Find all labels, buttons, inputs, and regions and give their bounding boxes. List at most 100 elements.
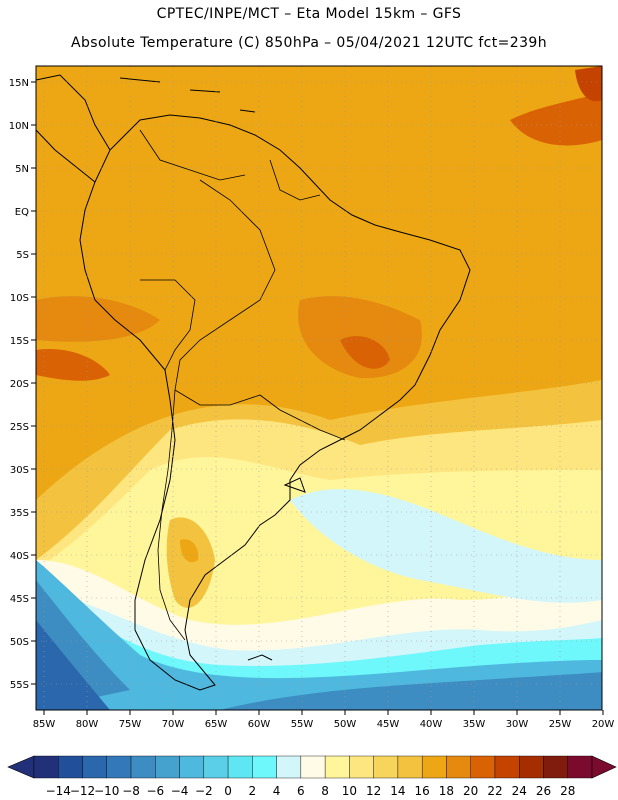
lat-label: 15S bbox=[10, 336, 29, 347]
lat-label: 10S bbox=[10, 293, 29, 304]
colorbar-swatch bbox=[300, 755, 326, 779]
field-hot-northeast-core bbox=[575, 66, 602, 102]
caribbean-islands bbox=[119, 77, 256, 113]
colorbar-label: 28 bbox=[560, 784, 575, 798]
colorbar-swatch bbox=[203, 755, 229, 779]
colorbar-label: 4 bbox=[273, 784, 281, 798]
lon-label: 30W bbox=[506, 719, 529, 730]
lat-label: 20S bbox=[10, 379, 29, 390]
map-title-line-2: Absolute Temperature (C) 850hPa – 05/04/… bbox=[70, 35, 547, 51]
field-hot-highlands bbox=[340, 336, 390, 369]
coastlines bbox=[35, 74, 471, 691]
lat-label: 55S bbox=[10, 680, 29, 691]
colorbar: −14−12−10 −8 −6 −4 −2 0 2 4 6 8 10 12 14 16 18 20 22 24 26… bbox=[7, 755, 617, 798]
lat-label: 25S bbox=[10, 422, 29, 433]
lat-label: 10N bbox=[9, 121, 29, 132]
lon-label: 80W bbox=[76, 719, 99, 730]
border-argentina-chile bbox=[157, 389, 186, 641]
colorbar-swatch bbox=[567, 755, 593, 779]
colorbar-swatch bbox=[421, 755, 447, 779]
lon-label: 35W bbox=[463, 719, 486, 730]
colorbar-swatch bbox=[543, 755, 568, 779]
lat-label: EQ bbox=[15, 207, 29, 218]
lat-label: 5N bbox=[15, 164, 29, 175]
lon-label: 65W bbox=[205, 719, 228, 730]
colorbar-label: 10 bbox=[342, 784, 357, 798]
lon-label: 85W bbox=[33, 719, 56, 730]
colorbar-right-arrow bbox=[591, 755, 617, 779]
field-ice-plume bbox=[290, 489, 602, 603]
central-america-coastline bbox=[35, 74, 111, 183]
colorbar-label: −14 bbox=[46, 784, 71, 798]
border-guianas bbox=[269, 159, 321, 201]
colorbar-label: −8 bbox=[122, 784, 140, 798]
field-warm-west bbox=[36, 296, 160, 342]
lat-label: 40S bbox=[10, 551, 29, 562]
border-colombia-venezuela bbox=[139, 129, 246, 181]
field-pocket-orange bbox=[180, 539, 199, 563]
colorbar-label: −12 bbox=[70, 784, 95, 798]
colorbar-swatch bbox=[130, 755, 156, 779]
colorbar-label: 18 bbox=[439, 784, 454, 798]
colorbar-label: 6 bbox=[297, 784, 305, 798]
lon-label: 60W bbox=[248, 719, 271, 730]
lat-label: 50S bbox=[10, 637, 29, 648]
colorbar-swatch bbox=[252, 755, 277, 779]
colorbar-swatch bbox=[397, 755, 423, 779]
temperature-field bbox=[36, 66, 602, 710]
colorbar-label: 8 bbox=[321, 784, 329, 798]
colorbar-swatch bbox=[324, 755, 350, 779]
border-brazil-west bbox=[174, 179, 346, 441]
colorbar-label: 0 bbox=[224, 784, 232, 798]
lat-label: 45S bbox=[10, 594, 29, 605]
colorbar-swatch bbox=[155, 755, 180, 779]
lon-label: 40W bbox=[420, 719, 443, 730]
lat-label: 15N bbox=[9, 78, 29, 89]
lon-label: 25W bbox=[549, 719, 572, 730]
lat-label: 35S bbox=[10, 508, 29, 519]
border-peru-bolivia bbox=[140, 279, 196, 371]
colorbar-left-arrow bbox=[7, 755, 35, 779]
field-sky bbox=[36, 560, 602, 710]
colorbar-swatch bbox=[179, 755, 205, 779]
colorbar-swatch bbox=[58, 755, 83, 779]
lon-label: 20W bbox=[592, 719, 615, 730]
field-southeast-cool bbox=[220, 672, 602, 710]
colorbar-swatch bbox=[470, 755, 496, 779]
south-america-coastline bbox=[79, 114, 471, 691]
field-cold bbox=[36, 620, 110, 710]
lon-label: 75W bbox=[119, 719, 142, 730]
field-warm-patagonia bbox=[166, 517, 215, 608]
colorbar-label: −4 bbox=[171, 784, 189, 798]
lon-label: 50W bbox=[334, 719, 357, 730]
colorbar-label: 22 bbox=[487, 784, 502, 798]
lon-label: 70W bbox=[162, 719, 185, 730]
colorbar-swatch bbox=[373, 755, 399, 779]
lon-label: 45W bbox=[377, 719, 400, 730]
lon-label: 55W bbox=[291, 719, 314, 730]
colorbar-label: −2 bbox=[195, 784, 213, 798]
colorbar-label: −6 bbox=[146, 784, 164, 798]
colorbar-label: 12 bbox=[366, 784, 381, 798]
colorbar-swatch bbox=[82, 755, 107, 779]
colorbar-swatch bbox=[446, 755, 471, 779]
field-hot-northeast bbox=[510, 92, 602, 146]
falkland-islands bbox=[247, 654, 273, 661]
colorbar-swatch bbox=[494, 755, 520, 779]
latitude-axis: 15N 10N 5N EQ 5S 10S 15S 20S 25S 30S 35S 40S 45S 50S 5… bbox=[9, 78, 36, 691]
colorbar-label: 26 bbox=[536, 784, 551, 798]
colorbar-label: 14 bbox=[390, 784, 405, 798]
field-hot-pacific bbox=[36, 349, 110, 381]
colorbar-label: −10 bbox=[94, 784, 119, 798]
colorbar-swatch bbox=[33, 755, 59, 779]
lat-label: 5S bbox=[16, 250, 29, 261]
colorbar-swatch bbox=[519, 755, 544, 779]
colorbar-label: 20 bbox=[463, 784, 478, 798]
lat-label: 30S bbox=[10, 465, 29, 476]
colorbar-swatch bbox=[349, 755, 374, 779]
colorbar-label: 2 bbox=[249, 784, 257, 798]
colorbar-swatch bbox=[106, 755, 132, 779]
longitude-axis: 85W 80W 75W 70W 65W 60W 55W 50W 45W 40W 35W 30W 25W 2… bbox=[33, 710, 615, 730]
colorbar-swatch bbox=[276, 755, 302, 779]
